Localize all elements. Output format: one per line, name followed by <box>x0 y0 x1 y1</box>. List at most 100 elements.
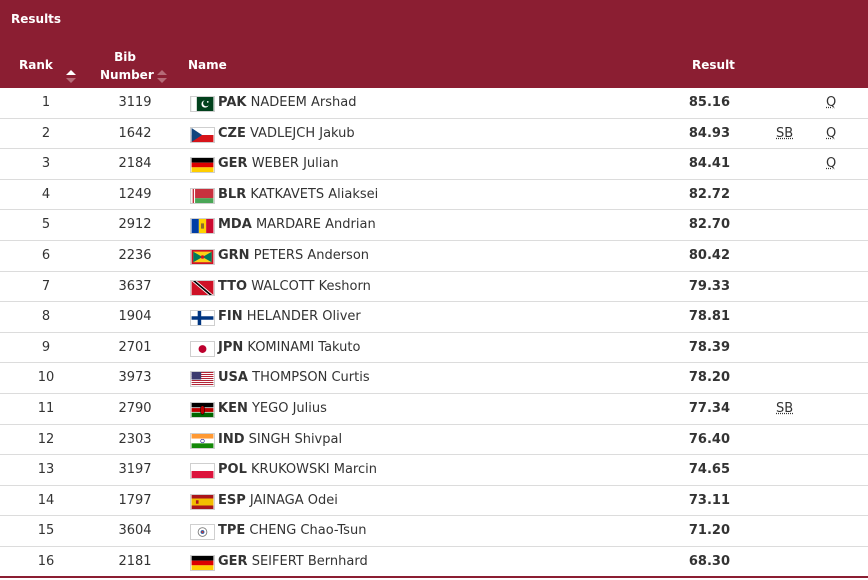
chinese-taipei-flag-icon <box>190 524 215 541</box>
athlete-name: CHENG Chao-Tsun <box>249 523 367 539</box>
athlete-name-cell[interactable]: JPN KOMINAMI Takuto <box>218 333 360 363</box>
rank-cell: 4 <box>41 186 51 202</box>
athlete-name-cell[interactable]: POL KRUKOWSKI Marcin <box>218 455 377 485</box>
column-header-name: Name <box>188 58 227 72</box>
athlete-name: KATKAVETS Aliaksei <box>250 186 379 202</box>
table-row[interactable]: 10 3973 USA THOMPSON Curtis 78.20 <box>0 363 868 394</box>
noc-code: KEN <box>218 400 248 416</box>
athlete-name-cell[interactable]: GER SEIFERT Bernhard <box>218 547 368 577</box>
table-row[interactable]: 16 2181 GER SEIFERT Bernhard 68.30 <box>0 547 868 578</box>
table-row[interactable]: 15 3604 TPE CHENG Chao-Tsun 71.20 <box>0 516 868 547</box>
table-row[interactable]: 1 3119 PAK NADEEM Arshad 85.16 Q <box>0 88 868 119</box>
noc-code: GER <box>218 156 248 172</box>
athlete-name-cell[interactable]: FIN HELANDER Oliver <box>218 302 361 332</box>
rank-cell: 12 <box>37 431 55 447</box>
table-row[interactable]: 9 2701 JPN KOMINAMI Takuto 78.39 <box>0 333 868 364</box>
result-cell: 80.42 <box>688 247 730 263</box>
athlete-name: KOMINAMI Takuto <box>247 339 361 355</box>
result-cell: 82.70 <box>688 217 730 233</box>
rank-cell: 8 <box>41 309 51 325</box>
column-header-rank[interactable]: Rank <box>19 58 53 72</box>
bib-cell: 1642 <box>118 125 152 141</box>
result-cell: 84.93 <box>688 125 730 141</box>
results-table-body: 1 3119 PAK NADEEM Arshad 85.16 Q 2 1642 … <box>0 88 868 578</box>
bib-cell: 3973 <box>118 370 152 386</box>
athlete-name-cell[interactable]: MDA MARDARE Andrian <box>218 210 376 240</box>
season-best-mark[interactable]: SB <box>776 400 794 416</box>
table-row[interactable]: 6 2236 GRN PETERS Anderson 80.42 <box>0 241 868 272</box>
bib-cell: 3637 <box>118 278 152 294</box>
bib-cell: 2236 <box>118 247 152 263</box>
noc-code: CZE <box>218 125 246 141</box>
japan-flag-icon <box>190 340 215 357</box>
athlete-name-cell[interactable]: TTO WALCOTT Keshorn <box>218 272 371 302</box>
noc-code: ESP <box>218 492 246 508</box>
poland-flag-icon <box>190 463 215 480</box>
athlete-name: NADEEM Arshad <box>250 95 357 110</box>
grenada-flag-icon <box>190 248 215 265</box>
rank-cell: 11 <box>37 400 55 416</box>
bib-cell: 1249 <box>118 186 152 202</box>
column-header-bib-number[interactable]: Bib Number <box>100 48 154 84</box>
qualified-mark[interactable]: Q <box>826 125 837 141</box>
rank-cell: 15 <box>37 523 55 539</box>
table-row[interactable]: 3 2184 GER WEBER Julian 84.41 Q <box>0 149 868 180</box>
result-cell: 85.16 <box>688 95 730 110</box>
table-row[interactable]: 7 3637 TTO WALCOTT Keshorn 79.33 <box>0 272 868 303</box>
athlete-name: WEBER Julian <box>251 156 339 172</box>
table-row[interactable]: 8 1904 FIN HELANDER Oliver 78.81 <box>0 302 868 333</box>
rank-cell: 10 <box>37 370 55 386</box>
results-header: Results Rank Bib Number Name Result <box>0 0 868 88</box>
result-cell: 76.40 <box>688 431 730 447</box>
belarus-flag-icon <box>190 187 215 204</box>
athlete-name-cell[interactable]: PAK NADEEM Arshad <box>218 88 357 118</box>
table-row[interactable]: 12 2303 IND SINGH Shivpal 76.40 <box>0 425 868 456</box>
pakistan-flag-icon <box>190 96 215 112</box>
noc-code: USA <box>218 370 248 386</box>
athlete-name-cell[interactable]: GER WEBER Julian <box>218 149 339 179</box>
noc-code: FIN <box>218 309 243 325</box>
bib-cell: 2184 <box>118 156 152 172</box>
rank-cell: 6 <box>41 247 51 263</box>
sort-bib-icon[interactable] <box>157 70 167 84</box>
bib-cell: 2701 <box>118 339 152 355</box>
athlete-name: JAINAGA Odei <box>249 492 338 508</box>
bib-cell: 1904 <box>118 309 152 325</box>
table-row[interactable]: 2 1642 CZE VADLEJCH Jakub 84.93 SB Q <box>0 119 868 150</box>
rank-cell: 2 <box>41 125 51 141</box>
result-cell: 74.65 <box>688 462 730 478</box>
bib-cell: 3197 <box>118 462 152 478</box>
rank-cell: 13 <box>37 462 55 478</box>
season-best-mark[interactable]: SB <box>776 125 794 141</box>
athlete-name: MARDARE Andrian <box>255 217 376 233</box>
athlete-name-cell[interactable]: GRN PETERS Anderson <box>218 241 369 271</box>
result-cell: 78.20 <box>688 370 730 386</box>
table-row[interactable]: 11 2790 KEN YEGO Julius 77.34 SB <box>0 394 868 425</box>
athlete-name: THOMPSON Curtis <box>252 370 370 386</box>
table-row[interactable]: 13 3197 POL KRUKOWSKI Marcin 74.65 <box>0 455 868 486</box>
athlete-name-cell[interactable]: KEN YEGO Julius <box>218 394 327 424</box>
bib-cell: 2303 <box>118 431 152 447</box>
sort-rank-icon[interactable] <box>66 70 76 84</box>
athlete-name: HELANDER Oliver <box>246 309 361 325</box>
noc-code: BLR <box>218 186 247 202</box>
panel-title: Results <box>11 12 62 26</box>
result-cell: 82.72 <box>688 186 730 202</box>
table-row[interactable]: 4 1249 BLR KATKAVETS Aliaksei 82.72 <box>0 180 868 211</box>
india-flag-icon <box>190 432 215 449</box>
table-row[interactable]: 14 1797 ESP JAINAGA Odei 73.11 <box>0 486 868 517</box>
result-cell: 68.30 <box>688 553 730 569</box>
qualified-mark[interactable]: Q <box>826 95 837 110</box>
athlete-name: SINGH Shivpal <box>248 431 343 447</box>
athlete-name-cell[interactable]: BLR KATKAVETS Aliaksei <box>218 180 378 210</box>
athlete-name-cell[interactable]: CZE VADLEJCH Jakub <box>218 119 355 149</box>
athlete-name-cell[interactable]: USA THOMPSON Curtis <box>218 363 370 393</box>
qualified-mark[interactable]: Q <box>826 156 837 172</box>
table-row[interactable]: 5 2912 MDA MARDARE Andrian 82.70 <box>0 210 868 241</box>
bib-cell: 2181 <box>118 553 152 569</box>
athlete-name-cell[interactable]: TPE CHENG Chao-Tsun <box>218 516 366 546</box>
noc-code: PAK <box>218 95 247 110</box>
athlete-name-cell[interactable]: ESP JAINAGA Odei <box>218 486 338 516</box>
athlete-name-cell[interactable]: IND SINGH Shivpal <box>218 425 342 455</box>
